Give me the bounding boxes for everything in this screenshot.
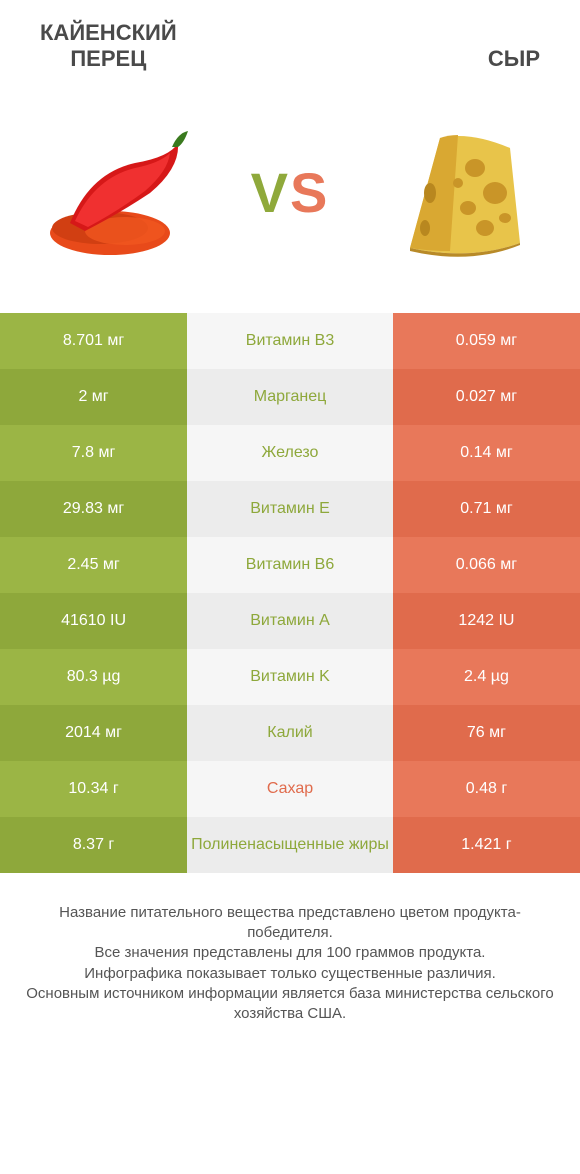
- nutrient-label: Железо: [187, 425, 393, 481]
- table-row: 80.3 µgВитамин K2.4 µg: [0, 649, 580, 705]
- nutrient-label: Витамин A: [187, 593, 393, 649]
- table-row: 2 мгМарганец0.027 мг: [0, 369, 580, 425]
- right-value: 0.027 мг: [393, 369, 580, 425]
- left-value: 7.8 мг: [0, 425, 187, 481]
- nutrient-label: Калий: [187, 705, 393, 761]
- header: КАЙЕНСКИЙ ПЕРЕЦ СЫР: [0, 0, 580, 83]
- footer-line: Основным источником информации является …: [20, 984, 560, 1025]
- nutrient-label: Витамин B6: [187, 537, 393, 593]
- nutrient-label: Сахар: [187, 761, 393, 817]
- vs-v: V: [251, 161, 290, 224]
- right-value: 0.059 мг: [393, 313, 580, 369]
- left-value: 41610 IU: [0, 593, 187, 649]
- nutrient-label: Витамин K: [187, 649, 393, 705]
- right-value: 0.48 г: [393, 761, 580, 817]
- footer-line: Инфографика показывает только существенн…: [20, 964, 560, 984]
- right-value: 0.14 мг: [393, 425, 580, 481]
- footer-line: Название питательного вещества представл…: [20, 903, 560, 944]
- cheese-image: [380, 113, 540, 273]
- left-value: 8.37 г: [0, 817, 187, 873]
- pepper-image: [40, 113, 200, 273]
- vs-s: S: [290, 161, 329, 224]
- left-value: 10.34 г: [0, 761, 187, 817]
- table-row: 2014 мгКалий76 мг: [0, 705, 580, 761]
- table-row: 7.8 мгЖелезо0.14 мг: [0, 425, 580, 481]
- right-value: 2.4 µg: [393, 649, 580, 705]
- left-value: 80.3 µg: [0, 649, 187, 705]
- left-value: 2 мг: [0, 369, 187, 425]
- left-value: 8.701 мг: [0, 313, 187, 369]
- left-value: 29.83 мг: [0, 481, 187, 537]
- left-value: 2.45 мг: [0, 537, 187, 593]
- footer-notes: Название питательного вещества представл…: [0, 873, 580, 1025]
- table-row: 2.45 мгВитамин B60.066 мг: [0, 537, 580, 593]
- right-value: 1.421 г: [393, 817, 580, 873]
- table-row: 8.701 мгВитамин B30.059 мг: [0, 313, 580, 369]
- comparison-table: 8.701 мгВитамин B30.059 мг2 мгМарганец0.…: [0, 313, 580, 873]
- table-row: 41610 IUВитамин A1242 IU: [0, 593, 580, 649]
- nutrient-label: Витамин E: [187, 481, 393, 537]
- right-value: 76 мг: [393, 705, 580, 761]
- vs-label: VS: [251, 160, 330, 225]
- right-value: 0.71 мг: [393, 481, 580, 537]
- nutrient-label: Витамин B3: [187, 313, 393, 369]
- table-row: 8.37 гПолиненасыщенные жиры1.421 г: [0, 817, 580, 873]
- left-value: 2014 мг: [0, 705, 187, 761]
- right-value: 0.066 мг: [393, 537, 580, 593]
- nutrient-label: Полиненасыщенные жиры: [187, 817, 393, 873]
- footer-line: Все значения представлены для 100 граммо…: [20, 943, 560, 963]
- right-value: 1242 IU: [393, 593, 580, 649]
- images-row: VS: [0, 83, 580, 313]
- right-product-title: СЫР: [488, 46, 540, 72]
- nutrient-label: Марганец: [187, 369, 393, 425]
- table-row: 10.34 гСахар0.48 г: [0, 761, 580, 817]
- left-product-title: КАЙЕНСКИЙ ПЕРЕЦ: [40, 20, 177, 73]
- table-row: 29.83 мгВитамин E0.71 мг: [0, 481, 580, 537]
